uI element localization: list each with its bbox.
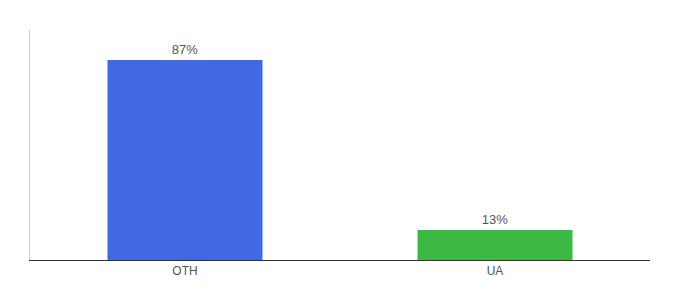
svg-text:OTH: OTH: [172, 264, 197, 278]
svg-text:87%: 87%: [172, 42, 198, 57]
svg-text:UA: UA: [487, 264, 504, 278]
svg-text:13%: 13%: [482, 212, 508, 227]
